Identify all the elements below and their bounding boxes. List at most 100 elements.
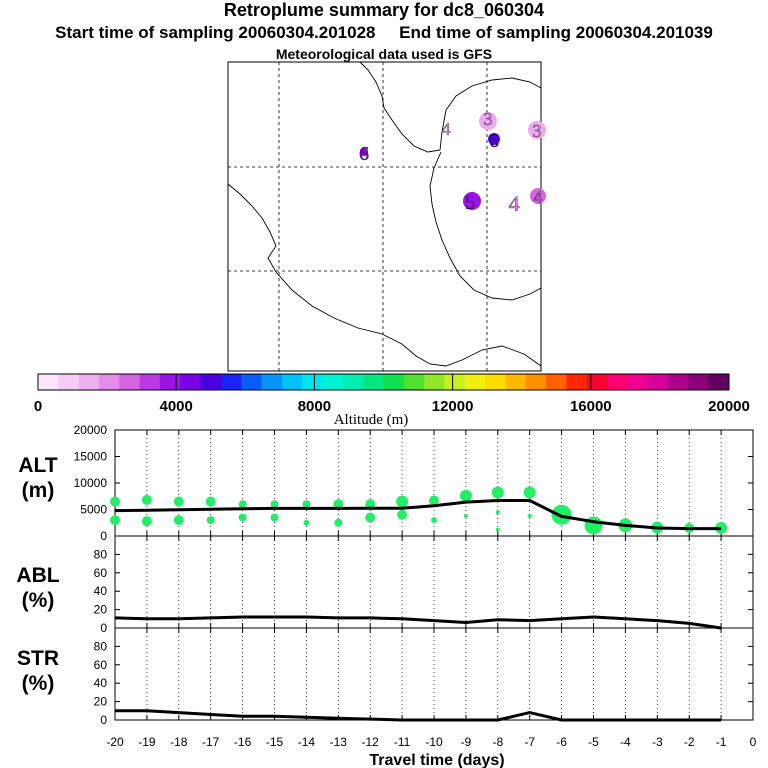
- colorbar-tick-label: 20000: [708, 398, 750, 415]
- x-tick-label: -5: [588, 735, 599, 749]
- colorbar-swatch: [525, 374, 547, 390]
- altitude-scatter-point: [333, 499, 344, 510]
- colorbar-label: Altitude (m): [334, 412, 409, 428]
- panel-altitude: 0 5000 10000 15000 20000 ALT(m): [18, 423, 754, 543]
- x-tick-label: -16: [234, 735, 252, 749]
- colorbar-tick-label: 12000: [432, 398, 474, 415]
- altitude-scatter-point: [495, 527, 500, 532]
- altitude-scatter-point: [495, 510, 500, 515]
- x-tick-label: -3: [652, 735, 663, 749]
- panel-frame: [114, 627, 754, 721]
- altitude-scatter-point: [141, 516, 152, 527]
- y-tick-label: 40: [94, 676, 108, 690]
- panel-abl: 0 20 40 60 80 ABL(%): [16, 535, 754, 635]
- colorbar-swatch: [38, 374, 59, 390]
- altitude-scatter-point: [334, 518, 343, 527]
- y-tick-label: 40: [94, 584, 108, 598]
- y-tick-label: 60: [94, 658, 108, 672]
- y-tick-label: 20: [94, 603, 108, 617]
- map-dot: [528, 121, 546, 139]
- colorbar-swatch: [485, 374, 506, 390]
- colorbar-swatch: [261, 374, 283, 390]
- panel-ylabel: STR: [17, 647, 59, 670]
- colorbar-swatch: [363, 374, 384, 390]
- map-day-number: 4: [509, 191, 520, 216]
- colorbar-swatch: [688, 374, 710, 390]
- map-panel: 64 36 35 4 4: [227, 61, 546, 372]
- altitude-scatter-point: [459, 489, 472, 502]
- chart-panels: 05000100001500020000ALT(m)020406080ABL(%…: [16, 423, 756, 768]
- x-tick-label: 0: [750, 735, 757, 749]
- map-dot: [488, 133, 500, 145]
- x-tick-label: -20: [106, 735, 124, 749]
- x-tick-label: -8: [492, 735, 503, 749]
- x-axis-label: Travel time (days): [369, 752, 504, 768]
- panel-ylabel-units: (%): [22, 589, 55, 612]
- altitude-scatter-point: [584, 516, 603, 535]
- colorbar-swatch: [139, 374, 161, 390]
- altitude-scatter-point: [110, 496, 120, 507]
- colorbar-swatch: [78, 374, 100, 390]
- colorbar-swatch: [444, 374, 466, 390]
- y-tick-label: 20: [94, 695, 108, 709]
- panel-str: 0 20 40 60 80 STR(%): [17, 627, 754, 727]
- y-tick-label: 0: [100, 529, 107, 543]
- map-gridlines: [228, 62, 541, 371]
- colorbar-swatch: [566, 374, 588, 390]
- colorbar-swatch: [119, 374, 141, 390]
- altitude-scatter-point: [238, 513, 247, 522]
- colorbar-swatch: [586, 374, 608, 390]
- altitude-scatter-point: [365, 512, 376, 523]
- x-tick-label: -2: [684, 735, 695, 749]
- colorbar-swatch: [708, 374, 730, 390]
- colorbar-swatch: [647, 374, 669, 390]
- altitude-scatter-point: [206, 516, 215, 525]
- colorbar-swatch: [464, 374, 486, 390]
- end-time-label: End time of sampling 20060304.201039: [399, 23, 713, 42]
- map-dot: [530, 188, 546, 204]
- panel-ylabel: ALT: [18, 454, 57, 477]
- altitude-scatter-point: [397, 509, 408, 520]
- altitude-scatter-point: [523, 486, 536, 499]
- y-tick-label: 80: [94, 547, 108, 561]
- plot-title: Retroplume summary for dc8_060304: [223, 0, 545, 20]
- met-data-label: Meteorological data used is GFS: [275, 46, 493, 62]
- x-tick-label: -14: [298, 735, 316, 749]
- colorbar-tick-label: 8000: [298, 398, 331, 415]
- x-tick-label: -18: [170, 735, 188, 749]
- colorbar-swatch: [159, 374, 181, 390]
- x-tick-label: -9: [461, 735, 472, 749]
- y-tick-label: 0: [100, 621, 107, 635]
- sampling-times: Start time of sampling 20060304.201028 E…: [0, 23, 768, 43]
- map-day-number: 4: [534, 187, 543, 207]
- colorbar-swatch: [220, 374, 242, 390]
- altitude-scatter-point: [302, 500, 311, 509]
- panel-ylabel-units: (m): [22, 479, 55, 502]
- altitude-scatter-point: [396, 495, 409, 508]
- panel-ylabel: ABL: [16, 564, 59, 587]
- x-tick-label: -7: [524, 735, 535, 749]
- colorbar-swatch: [180, 374, 201, 390]
- colorbar-swatch: [58, 374, 80, 390]
- altitude-scatter-point: [173, 515, 184, 526]
- x-tick-label: -11: [394, 735, 411, 749]
- x-tick-label: -15: [266, 735, 284, 749]
- altitude-scatter-point: [463, 513, 468, 518]
- coastlines: [227, 61, 542, 367]
- colorbar-swatch: [342, 374, 364, 390]
- altitude-scatter-point: [110, 515, 120, 526]
- x-tick-label: -13: [330, 735, 348, 749]
- colorbar-swatch: [424, 374, 445, 390]
- x-tick-label: -19: [138, 735, 156, 749]
- colorbar-swatch: [607, 374, 628, 390]
- map-dot: [479, 112, 497, 130]
- colorbar-swatch: [627, 374, 649, 390]
- map-dot: [360, 148, 368, 156]
- altitude-series-line: [114, 499, 722, 531]
- altitude-scatter-point: [141, 494, 152, 505]
- y-tick-label: 0: [100, 713, 107, 727]
- panel-ylabel-units: (%): [22, 672, 55, 695]
- x-tick-label: -1: [716, 735, 727, 749]
- altitude-scatter-point: [270, 500, 279, 509]
